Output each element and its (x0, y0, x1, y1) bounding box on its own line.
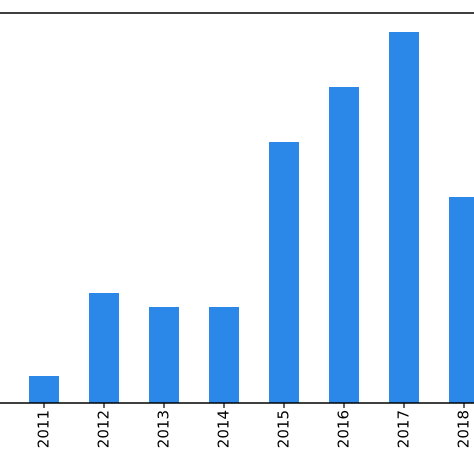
x-tick-label: 2012 (95, 410, 113, 448)
bar (269, 142, 299, 403)
bar (449, 197, 474, 403)
bar (89, 293, 119, 403)
x-tick-label: 2015 (275, 410, 293, 448)
x-tick-label: 2017 (395, 410, 413, 448)
bar (329, 87, 359, 403)
x-tick-label: 2014 (215, 410, 233, 448)
x-tick-label: 2018 (455, 410, 473, 448)
bar (29, 376, 59, 403)
x-tick-label: 2013 (155, 410, 173, 448)
x-tick-label: 2016 (335, 410, 353, 448)
bar (389, 32, 419, 403)
bar (209, 307, 239, 403)
bar (149, 307, 179, 403)
x-tick-label: 2011 (35, 410, 53, 448)
